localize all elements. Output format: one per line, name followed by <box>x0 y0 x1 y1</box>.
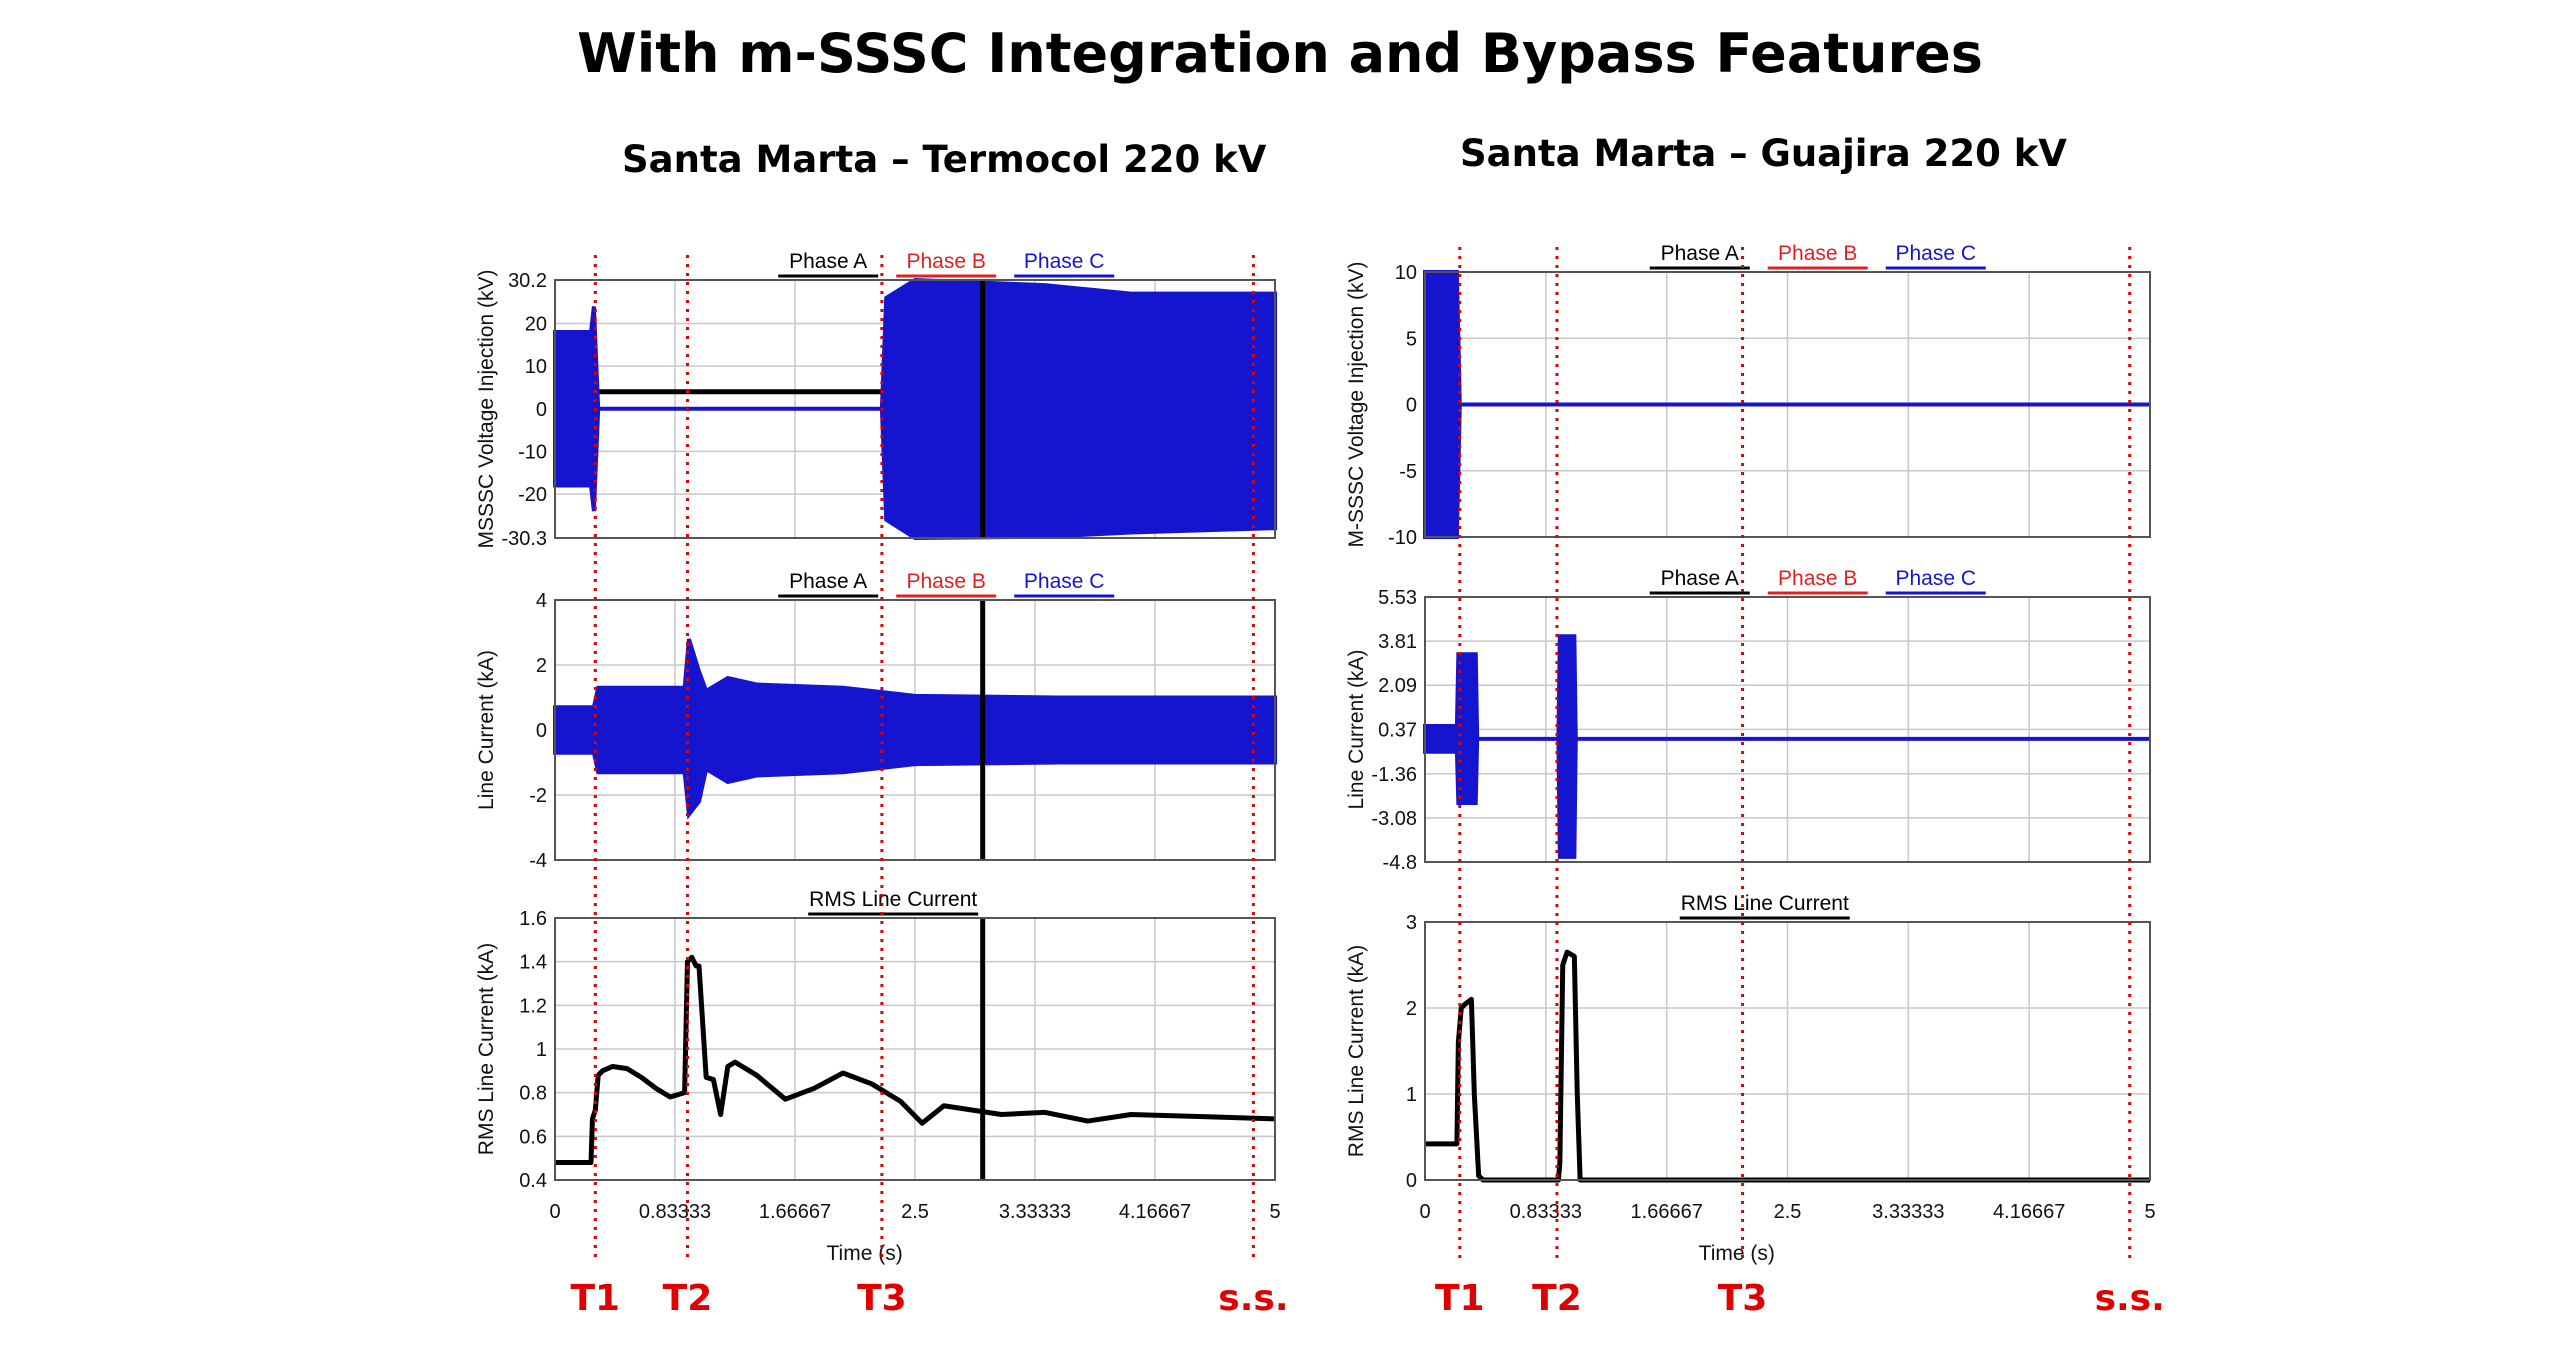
legend-entry: Phase B <box>907 570 986 593</box>
y-tick-label: -10 <box>518 441 547 463</box>
y-tick-label: 0.37 <box>1378 719 1417 741</box>
y-axis-label: Line Current (kA) <box>1345 650 1368 810</box>
plot-frame <box>1424 921 2151 1181</box>
series-phase-c-envelope <box>1423 634 2150 859</box>
x-tick-label: 5 <box>1269 1201 1280 1223</box>
event-label: s.s. <box>1218 1278 1288 1319</box>
series-phase-c-envelope <box>553 277 1277 541</box>
plot-frame <box>554 917 1276 1181</box>
event-label: T3 <box>1718 1278 1768 1319</box>
y-tick-label: 3 <box>1406 912 1417 934</box>
legend-entry: Phase C <box>1895 242 1976 265</box>
y-tick-label: 0.4 <box>519 1170 547 1192</box>
legend-entry: Phase A <box>789 570 867 593</box>
y-axis-label: Line Current (kA) <box>475 650 498 810</box>
legend-entry: Phase B <box>907 250 986 273</box>
y-tick-label: 20 <box>525 313 547 335</box>
y-tick-label: 10 <box>525 356 547 378</box>
y-tick-label: 1.6 <box>519 908 547 930</box>
panel-title-left: Santa Marta – Termocol 220 kV <box>622 138 1267 181</box>
x-tick-label: 4.16667 <box>1993 1201 2065 1223</box>
y-tick-label: 2.09 <box>1378 675 1417 697</box>
legend-entry: Phase C <box>1024 250 1105 273</box>
y-axis-label: MSSSC Voltage Injection (kV) <box>475 270 498 549</box>
plot-left-current: 4 2 0 -2 -4 Line Current (kA) Phase A Phase B Ph… <box>475 570 1277 872</box>
y-tick-label: 3.81 <box>1378 631 1417 653</box>
y-tick-label: -3.08 <box>1371 808 1417 830</box>
panel-title-right: Santa Marta – Guajira 220 kV <box>1460 132 2067 175</box>
legend-entry: Phase B <box>1778 567 1857 590</box>
event-label: T2 <box>1532 1278 1582 1319</box>
x-tick-label: 0.83333 <box>1510 1201 1582 1223</box>
y-tick-label: -5 <box>1399 461 1417 483</box>
plot-frame <box>554 279 1276 539</box>
y-tick-label: 4 <box>536 590 547 612</box>
y-tick-label: 0 <box>536 399 547 421</box>
x-tick-label: 2.5 <box>901 1201 929 1223</box>
plot-left-rms: 1.6 1.4 1.2 1 0.8 0.6 0.40 0.83333 1.66667 2.5 3.3… <box>475 888 1281 1265</box>
y-tick-label: -4.8 <box>1383 852 1417 874</box>
y-tick-label: 2 <box>1406 998 1417 1020</box>
x-tick-label: 0 <box>1419 1201 1430 1223</box>
x-axis-label: Time (s) <box>826 1242 902 1265</box>
series-rms-line-current-line <box>555 954 1276 1166</box>
x-tick-label: 1.66667 <box>759 1201 831 1223</box>
y-tick-label: -10 <box>1388 527 1417 549</box>
legend-entry: Phase A <box>789 250 867 273</box>
y-axis-label: RMS Line Current (kA) <box>475 943 498 1155</box>
plot-right-voltage: 10 5 0 -5 -10 M-SSSC Voltage Injection (kV) Ph… <box>1345 242 2151 549</box>
x-tick-label: 3.33333 <box>1872 1201 1944 1223</box>
y-tick-label: 0 <box>1406 395 1417 417</box>
y-tick-label: 30.2 <box>508 270 547 292</box>
legend-entry: Phase C <box>1895 567 1976 590</box>
x-tick-label: 5 <box>2144 1201 2155 1223</box>
y-tick-label: 10 <box>1395 262 1417 284</box>
y-tick-label: -20 <box>518 484 547 506</box>
y-tick-label: 1.4 <box>519 952 547 974</box>
event-label: s.s. <box>2095 1278 2165 1319</box>
y-tick-label: 0.6 <box>519 1126 547 1148</box>
legend-entry: Phase C <box>1024 570 1105 593</box>
y-tick-label: 2 <box>536 655 547 677</box>
y-tick-label: 0 <box>536 720 547 742</box>
y-tick-label: 0.8 <box>519 1083 547 1105</box>
x-axis-label: Time (s) <box>1699 1242 1775 1265</box>
y-tick-label: 5.53 <box>1378 587 1417 609</box>
x-tick-label: 0 <box>549 1201 560 1223</box>
event-label: T1 <box>571 1278 621 1319</box>
y-axis-label: M-SSSC Voltage Injection (kV) <box>1345 262 1368 548</box>
x-tick-label: 0.83333 <box>639 1201 711 1223</box>
legend-entry: Phase A <box>1661 567 1739 590</box>
x-tick-label: 2.5 <box>1774 1201 1802 1223</box>
y-tick-label: -1.36 <box>1371 764 1417 786</box>
main-title: With m-SSSC Integration and Bypass Featu… <box>577 22 1983 85</box>
plot-frame <box>554 599 1276 861</box>
plot-right-rms: 3 2 1 00 0.83333 1.66667 2.5 3.33333 4.16667 5 Tim… <box>1345 892 2156 1265</box>
y-tick-label: -2 <box>529 785 547 807</box>
legend-entry: Phase B <box>1778 242 1857 265</box>
event-label: T2 <box>663 1278 713 1319</box>
event-label: T1 <box>1435 1278 1485 1319</box>
x-tick-label: 1.66667 <box>1631 1201 1703 1223</box>
y-tick-label: -30.3 <box>501 528 547 550</box>
legend-entry: RMS Line Current <box>809 888 977 911</box>
y-tick-label: 0 <box>1406 1170 1417 1192</box>
x-tick-label: 3.33333 <box>999 1201 1071 1223</box>
legend-entry: RMS Line Current <box>1681 892 1849 915</box>
y-tick-label: 5 <box>1406 328 1417 350</box>
y-tick-label: -4 <box>529 850 547 872</box>
y-axis-label: RMS Line Current (kA) <box>1345 945 1368 1157</box>
y-tick-label: 1 <box>536 1039 547 1061</box>
plot-frame <box>1424 596 2151 863</box>
y-tick-label: 1 <box>1406 1084 1417 1106</box>
plot-right-current: 5.53 3.81 2.09 0.37 -1.36 -3.08 -4.8 Line Curre… <box>1345 567 2151 874</box>
x-tick-label: 4.16667 <box>1119 1201 1191 1223</box>
legend-entry: Phase A <box>1661 242 1739 265</box>
event-label: T3 <box>857 1278 907 1319</box>
plot-frame <box>1424 271 2151 538</box>
y-tick-label: 1.2 <box>519 995 547 1017</box>
